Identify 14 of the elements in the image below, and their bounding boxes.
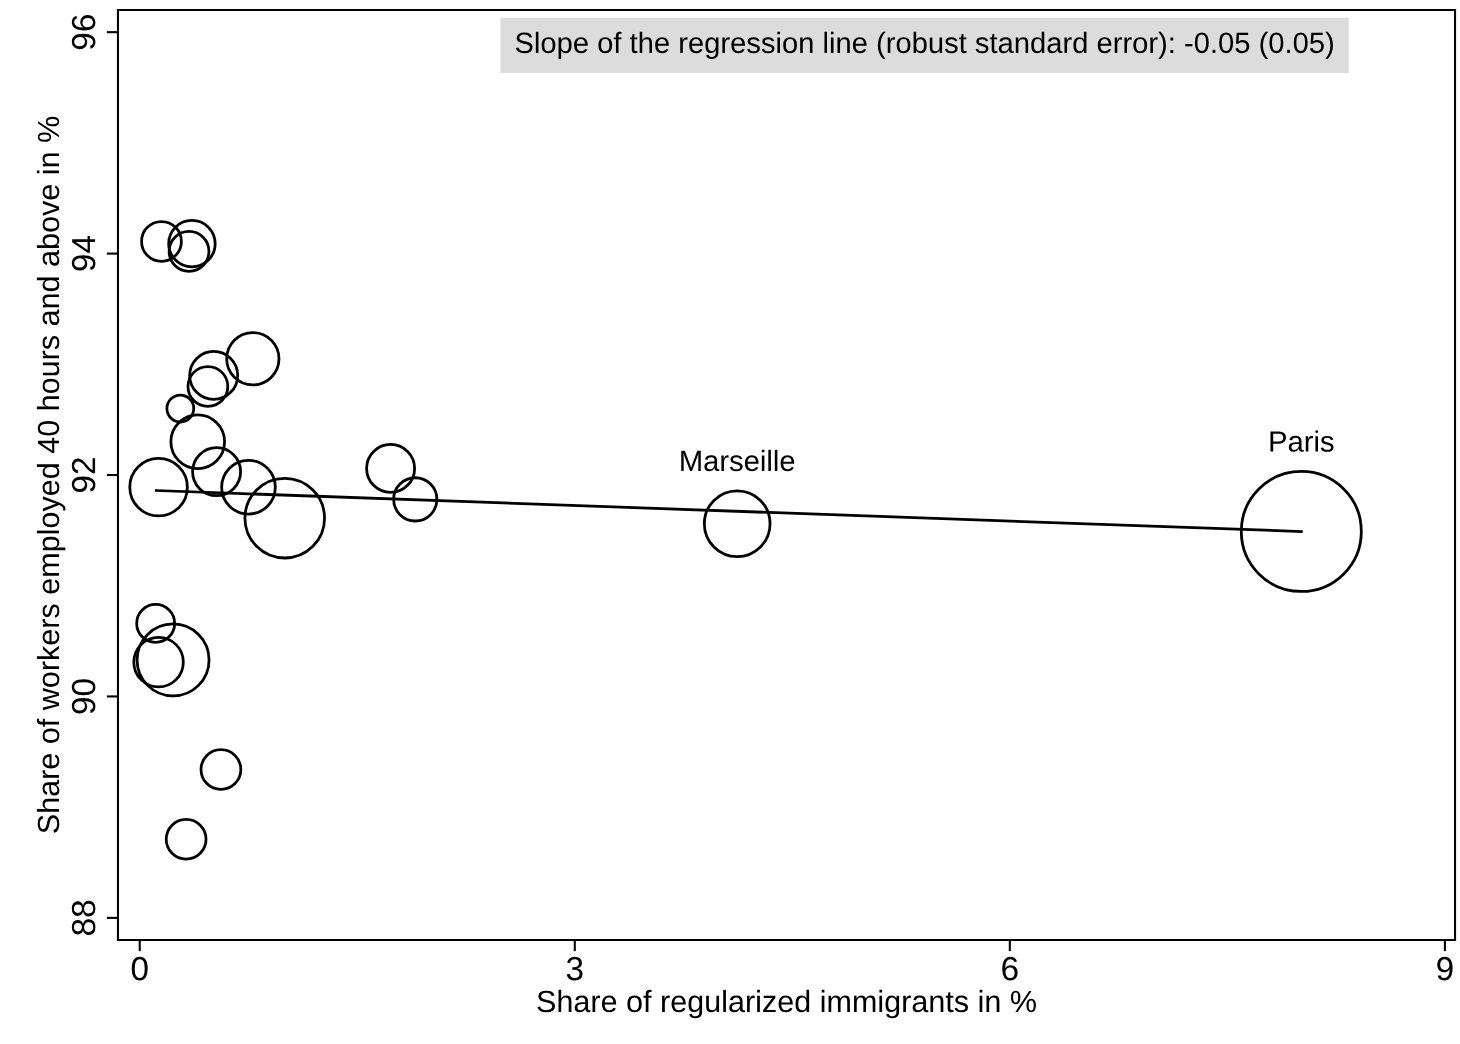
x-tick-label: 6 (1002, 956, 1018, 981)
y-tick-label: 88 (71, 900, 96, 935)
y-tick-label: 94 (71, 236, 96, 271)
y-tick-label: 90 (71, 679, 96, 714)
x-tick-label: 9 (1437, 956, 1453, 981)
annotation: Paris (1270, 430, 1334, 452)
y-tick-label: 96 (71, 15, 96, 50)
annotation: Marseille (681, 449, 795, 472)
x-axis-title: Share of regularized immigrants in % (537, 989, 1036, 1019)
y-axis-title: Share of workers employed 40 hours and above in % (36, 116, 66, 833)
x-tick-label: 3 (566, 956, 583, 981)
y-tick-label: 92 (71, 458, 96, 492)
x-tick-label: 0 (131, 956, 148, 981)
annotation: Slope of the regression line (robust standard error): -0.05 (0.05) (515, 31, 1333, 59)
